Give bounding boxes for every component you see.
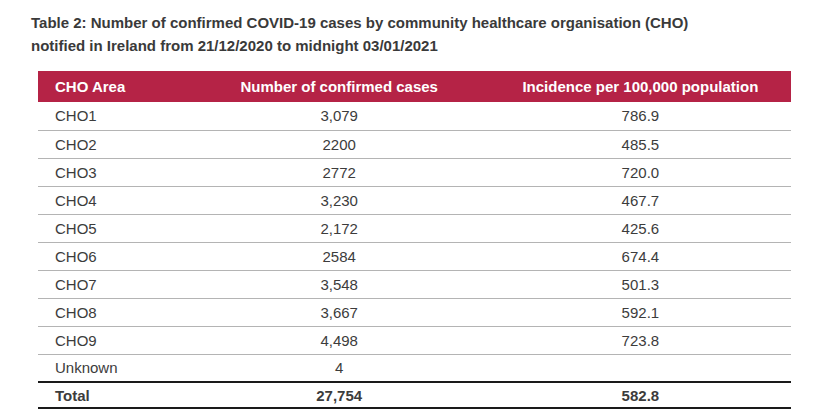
total-row: Total 27,754 582.8	[38, 382, 791, 408]
column-header-incidence: Incidence per 100,000 population	[490, 71, 791, 102]
column-header-confirmed-cases: Number of confirmed cases	[189, 71, 490, 102]
total-label: Total	[38, 382, 189, 408]
cell-cases: 3,667	[189, 298, 490, 326]
cell-area: CHO4	[38, 186, 189, 214]
table-row: CHO22200485.5	[38, 130, 791, 158]
table-footer: Total 27,754 582.8	[38, 382, 791, 408]
cell-incidence: 723.8	[490, 326, 791, 354]
table-row: CHO32772720.0	[38, 158, 791, 186]
total-cases: 27,754	[189, 382, 490, 408]
cell-area: CHO7	[38, 270, 189, 298]
cell-area: CHO5	[38, 214, 189, 242]
table-title-line1: Table 2: Number of confirmed COVID-19 ca…	[31, 11, 793, 34]
cell-cases: 2584	[189, 242, 490, 270]
cell-cases: 2772	[189, 158, 490, 186]
cell-incidence: 720.0	[490, 158, 791, 186]
table-title: Table 2: Number of confirmed COVID-19 ca…	[31, 11, 793, 57]
cell-cases: 3,230	[189, 186, 490, 214]
report-page: Table 2: Number of confirmed COVID-19 ca…	[0, 0, 823, 419]
cell-incidence: 485.5	[490, 130, 791, 158]
table-row: CHO52,172425.6	[38, 214, 791, 242]
table-row: CHO13,079786.9	[38, 102, 791, 130]
cell-area: CHO2	[38, 130, 189, 158]
cell-cases: 3,079	[189, 102, 490, 130]
table-row: Unknown4	[38, 354, 791, 382]
cell-area: CHO9	[38, 326, 189, 354]
cell-cases: 3,548	[189, 270, 490, 298]
table-container: CHO Area Number of confirmed cases Incid…	[38, 71, 791, 409]
covid-cho-table: CHO Area Number of confirmed cases Incid…	[38, 71, 791, 409]
table-row: CHO62584674.4	[38, 242, 791, 270]
table-body: CHO13,079786.9CHO22200485.5CHO32772720.0…	[38, 102, 791, 382]
cell-cases: 4,498	[189, 326, 490, 354]
table-row: CHO43,230467.7	[38, 186, 791, 214]
cell-cases: 2,172	[189, 214, 490, 242]
cell-incidence: 425.6	[490, 214, 791, 242]
cell-incidence: 674.4	[490, 242, 791, 270]
table-title-line2: notified in Ireland from 21/12/2020 to m…	[31, 34, 793, 57]
cell-area: Unknown	[38, 354, 189, 382]
cell-incidence: 501.3	[490, 270, 791, 298]
cell-incidence: 786.9	[490, 102, 791, 130]
column-header-cho-area: CHO Area	[38, 71, 189, 102]
cell-area: CHO8	[38, 298, 189, 326]
table-row: CHO73,548501.3	[38, 270, 791, 298]
total-incidence: 582.8	[490, 382, 791, 408]
cell-cases: 2200	[189, 130, 490, 158]
table-header: CHO Area Number of confirmed cases Incid…	[38, 71, 791, 102]
table-row: CHO94,498723.8	[38, 326, 791, 354]
cell-incidence: 467.7	[490, 186, 791, 214]
cell-incidence: 592.1	[490, 298, 791, 326]
cell-area: CHO6	[38, 242, 189, 270]
cell-area: CHO3	[38, 158, 189, 186]
cell-cases: 4	[189, 354, 490, 382]
cell-incidence	[490, 354, 791, 382]
table-header-row: CHO Area Number of confirmed cases Incid…	[38, 71, 791, 102]
cell-area: CHO1	[38, 102, 189, 130]
table-row: CHO83,667592.1	[38, 298, 791, 326]
